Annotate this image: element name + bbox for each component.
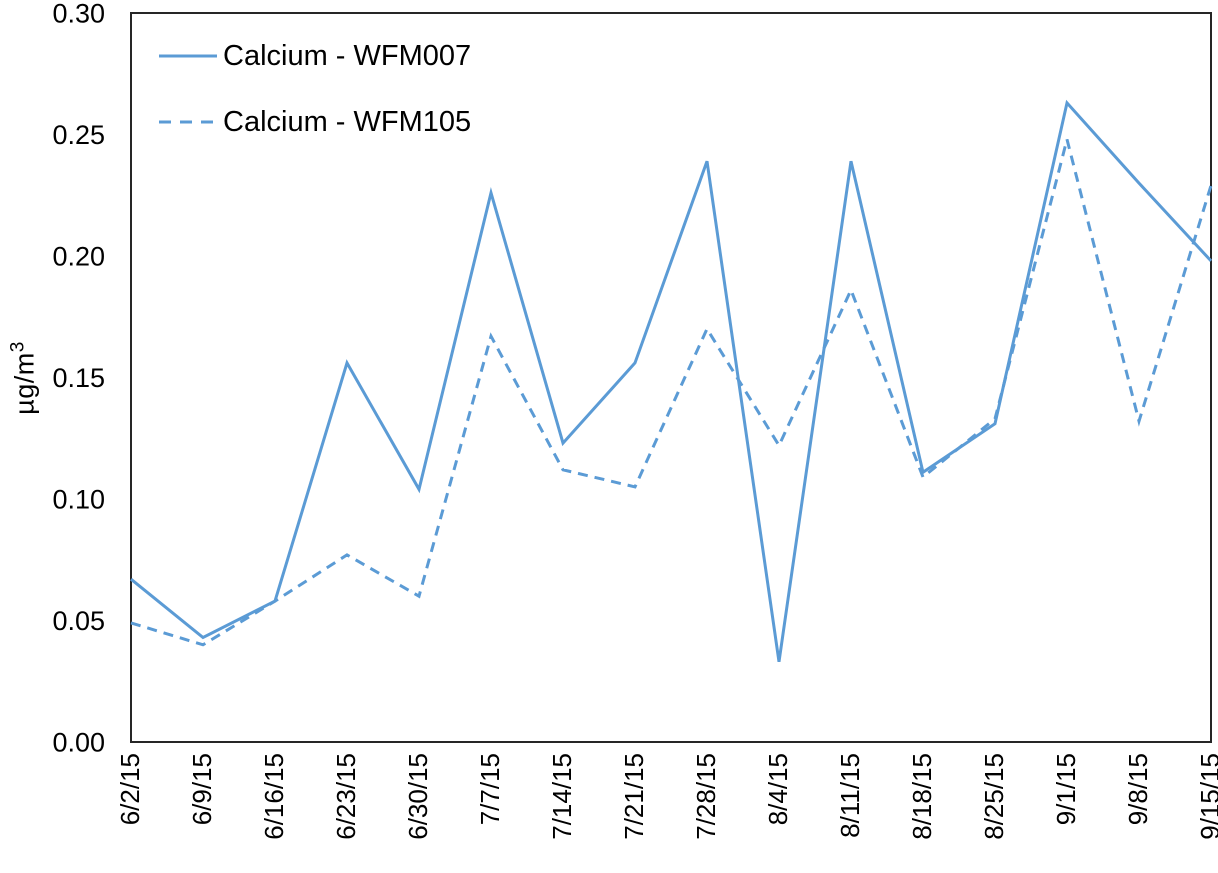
- y-axis-title: µg/m3: [7, 341, 41, 415]
- y-axis-tick-label: 0.25: [52, 120, 105, 150]
- plot-area-border: [130, 12, 1212, 743]
- y-axis-title-exponent: 3: [7, 341, 29, 353]
- y-axis-tick-label: 0.10: [52, 485, 105, 515]
- x-axis-tick-label: 8/18/15: [907, 753, 937, 840]
- y-axis-tick-label: 0.15: [52, 363, 105, 393]
- x-axis-tick-label: 8/25/15: [979, 753, 1009, 840]
- y-axis-tick-label: 0.00: [52, 728, 105, 758]
- legend-label: Calcium - WFM105: [223, 105, 472, 138]
- x-axis-tick-label: 9/8/15: [1123, 753, 1153, 825]
- x-axis-tick-label: 6/16/15: [259, 753, 289, 840]
- series-line-wfm007: [130, 99, 1213, 663]
- y-axis-tick-label: 0.20: [52, 242, 105, 272]
- x-axis-tick-label: 7/21/15: [619, 753, 649, 840]
- x-axis-tick-label: 6/23/15: [331, 753, 361, 840]
- x-axis-tick-label: 7/14/15: [547, 753, 577, 840]
- series-line-wfm105: [130, 139, 1213, 647]
- x-axis-tick-label: 6/30/15: [403, 753, 433, 840]
- x-axis-tick-label: 7/7/15: [475, 753, 505, 825]
- legend: Calcium - WFM007 Calcium - WFM105: [159, 40, 471, 172]
- x-axis-tick-label: 9/15/15: [1195, 753, 1218, 840]
- y-axis-tick-label: 0.05: [52, 606, 105, 636]
- x-axis-tick-label: 6/9/15: [187, 753, 217, 825]
- y-axis-tick-label: 0.30: [52, 0, 105, 29]
- x-axis-tick-label: 8/4/15: [763, 753, 793, 825]
- legend-line-dashed-sample: [159, 120, 217, 124]
- y-axis-title-unit: µg/m: [9, 352, 40, 415]
- legend-label: Calcium - WFM007: [223, 39, 472, 72]
- legend-line-solid-sample: [159, 54, 217, 58]
- x-axis-tick-label: 7/28/15: [691, 753, 721, 840]
- legend-item-wfm105: Calcium - WFM105: [159, 106, 471, 138]
- x-axis-tick-label: 8/11/15: [835, 753, 865, 838]
- x-axis-tick-label: 6/2/15: [115, 753, 145, 825]
- x-axis-tick-label: 9/1/15: [1051, 753, 1081, 825]
- legend-item-wfm007: Calcium - WFM007: [159, 40, 471, 72]
